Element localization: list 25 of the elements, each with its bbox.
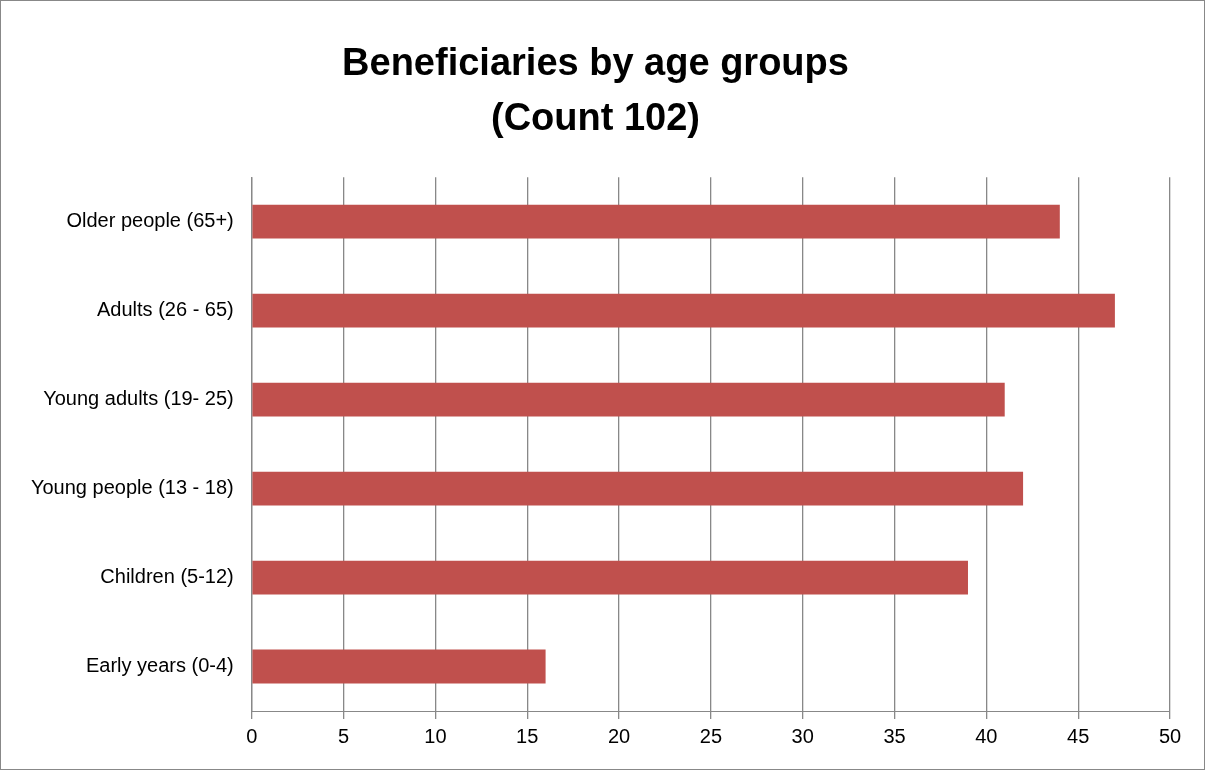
x-tick-label: 45 <box>1067 724 1090 747</box>
chart-title: Beneficiaries by age groups <box>342 41 849 84</box>
x-tick-label: 50 <box>1158 724 1182 747</box>
x-tick-label: 20 <box>607 724 631 747</box>
x-tick-label: 10 <box>424 724 447 747</box>
x-tick-label: 35 <box>883 724 906 747</box>
y-tick-label: Young adults (19- 25) <box>43 387 234 410</box>
y-tick-label: Older people (65+) <box>66 209 234 232</box>
bar <box>252 471 1024 506</box>
x-tick-label: 15 <box>516 724 539 747</box>
x-tick-label: 0 <box>246 724 258 747</box>
bar <box>252 204 1060 239</box>
x-tick-label: 25 <box>699 724 722 747</box>
y-tick-label: Children (5-12) <box>100 565 234 588</box>
y-tick-label: Young people (13 - 18) <box>30 476 234 499</box>
bar <box>252 293 1115 328</box>
x-tick-label: 5 <box>338 724 350 747</box>
bar <box>252 649 546 684</box>
x-tick-label: 40 <box>975 724 998 747</box>
bar <box>252 382 1005 417</box>
x-tick-label: 30 <box>791 724 814 747</box>
y-tick-label: Early years (0-4) <box>85 654 234 677</box>
bar <box>252 560 968 595</box>
y-tick-label: Adults (26 - 65) <box>97 298 234 321</box>
chart-subtitle: (Count 102) <box>491 96 700 139</box>
